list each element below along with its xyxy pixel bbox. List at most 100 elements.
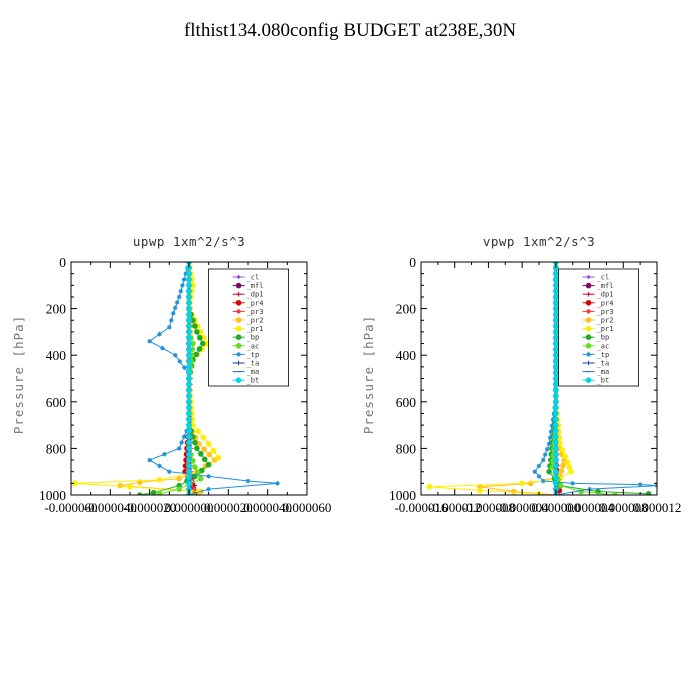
data-point xyxy=(548,429,554,435)
data-point xyxy=(553,381,559,388)
y-tick-label: 800 xyxy=(46,441,67,456)
legend-item: _pr3 xyxy=(232,308,264,316)
x-tick-label: 0.000040 xyxy=(243,500,292,515)
data-point xyxy=(172,305,178,311)
data-point xyxy=(560,462,566,469)
data-point xyxy=(186,399,192,405)
data-point xyxy=(570,481,576,486)
data-point xyxy=(147,457,152,463)
data-point xyxy=(553,305,559,312)
legend-label: _pr3 xyxy=(247,308,264,316)
data-point xyxy=(174,300,180,305)
data-point xyxy=(201,446,207,452)
legend-marker xyxy=(236,274,241,280)
legend-marker xyxy=(235,343,242,349)
legend-label: _tp xyxy=(247,351,260,359)
data-point xyxy=(172,352,178,358)
x-tick-label: -0.000004 xyxy=(496,500,550,515)
data-point xyxy=(547,435,553,441)
y-tick-label: 400 xyxy=(396,348,417,363)
legend-label: _bt xyxy=(597,377,610,385)
data-point xyxy=(186,416,192,423)
data-point xyxy=(179,440,184,445)
data-point xyxy=(205,440,212,447)
legend-marker xyxy=(236,352,241,357)
data-point xyxy=(186,299,192,306)
legend: _cl_mfl_dp1_pr4_pr3_pr2_pr1_bp_ac_tp_ta_… xyxy=(208,268,289,387)
data-point xyxy=(156,491,163,495)
data-point xyxy=(553,288,559,294)
legend-marker xyxy=(586,291,591,297)
data-point xyxy=(510,488,517,495)
series-pr1 xyxy=(72,262,222,495)
y-tick-label: 1000 xyxy=(39,488,66,503)
x-tick-label: 0.000000 xyxy=(165,500,214,515)
legend-marker xyxy=(586,352,591,357)
data-point xyxy=(544,446,550,452)
data-point xyxy=(210,447,217,454)
legend-box xyxy=(208,268,289,387)
legend-item: _pr3 xyxy=(582,308,613,316)
data-point xyxy=(553,433,559,440)
y-tick-label: 1000 xyxy=(389,488,416,503)
data-point xyxy=(558,468,565,474)
data-point xyxy=(553,323,559,329)
data-point xyxy=(186,410,192,417)
data-point xyxy=(275,481,280,486)
data-point xyxy=(193,351,200,358)
legend-item: _tp xyxy=(232,351,260,359)
data-point xyxy=(566,464,573,470)
legend-item: _pr4 xyxy=(582,299,614,307)
data-point xyxy=(127,484,133,490)
data-point xyxy=(553,387,559,393)
series-bt xyxy=(553,262,559,495)
legend-label: _ta xyxy=(597,360,610,368)
data-point xyxy=(167,324,172,330)
data-point xyxy=(192,439,198,446)
data-point xyxy=(186,270,192,277)
data-point xyxy=(170,310,176,316)
data-point xyxy=(553,410,559,417)
data-point xyxy=(186,317,192,324)
data-point xyxy=(186,387,192,393)
legend-item: _ac xyxy=(232,342,259,350)
data-point xyxy=(553,422,559,428)
x-tick-label: -0.000012 xyxy=(428,500,481,515)
data-point xyxy=(553,311,559,318)
y-tick-label: 800 xyxy=(396,441,417,456)
data-point xyxy=(147,338,152,344)
data-point xyxy=(167,469,172,474)
data-point xyxy=(186,468,192,475)
legend-label: _pr4 xyxy=(597,299,614,307)
legend-marker xyxy=(586,274,591,280)
data-point xyxy=(157,463,162,469)
data-point xyxy=(562,453,568,459)
legend-item: _cl xyxy=(582,274,609,282)
legend-item: _bp xyxy=(582,334,609,342)
legend-item: _ac xyxy=(582,342,609,350)
data-point xyxy=(553,480,559,487)
data-point xyxy=(192,323,198,329)
data-point xyxy=(183,271,189,276)
legend-item: _pr2 xyxy=(582,317,613,325)
data-point xyxy=(536,474,542,479)
data-point xyxy=(176,475,182,482)
data-point xyxy=(186,433,192,440)
data-point xyxy=(197,334,203,341)
data-point xyxy=(553,404,559,411)
legend-item: _dp1 xyxy=(232,291,263,299)
data-point xyxy=(198,475,204,482)
legend-marker xyxy=(236,360,241,366)
data-point xyxy=(186,364,192,370)
legend-item: _ta xyxy=(582,360,610,368)
series-bt xyxy=(186,262,192,495)
data-point xyxy=(186,358,192,364)
data-point xyxy=(540,457,546,463)
y-tick-label: 600 xyxy=(396,395,417,410)
legend-marker xyxy=(235,334,242,341)
data-point xyxy=(612,492,618,495)
data-point xyxy=(553,317,559,324)
series-line xyxy=(120,262,216,492)
data-point xyxy=(186,276,192,283)
data-point xyxy=(553,352,559,359)
